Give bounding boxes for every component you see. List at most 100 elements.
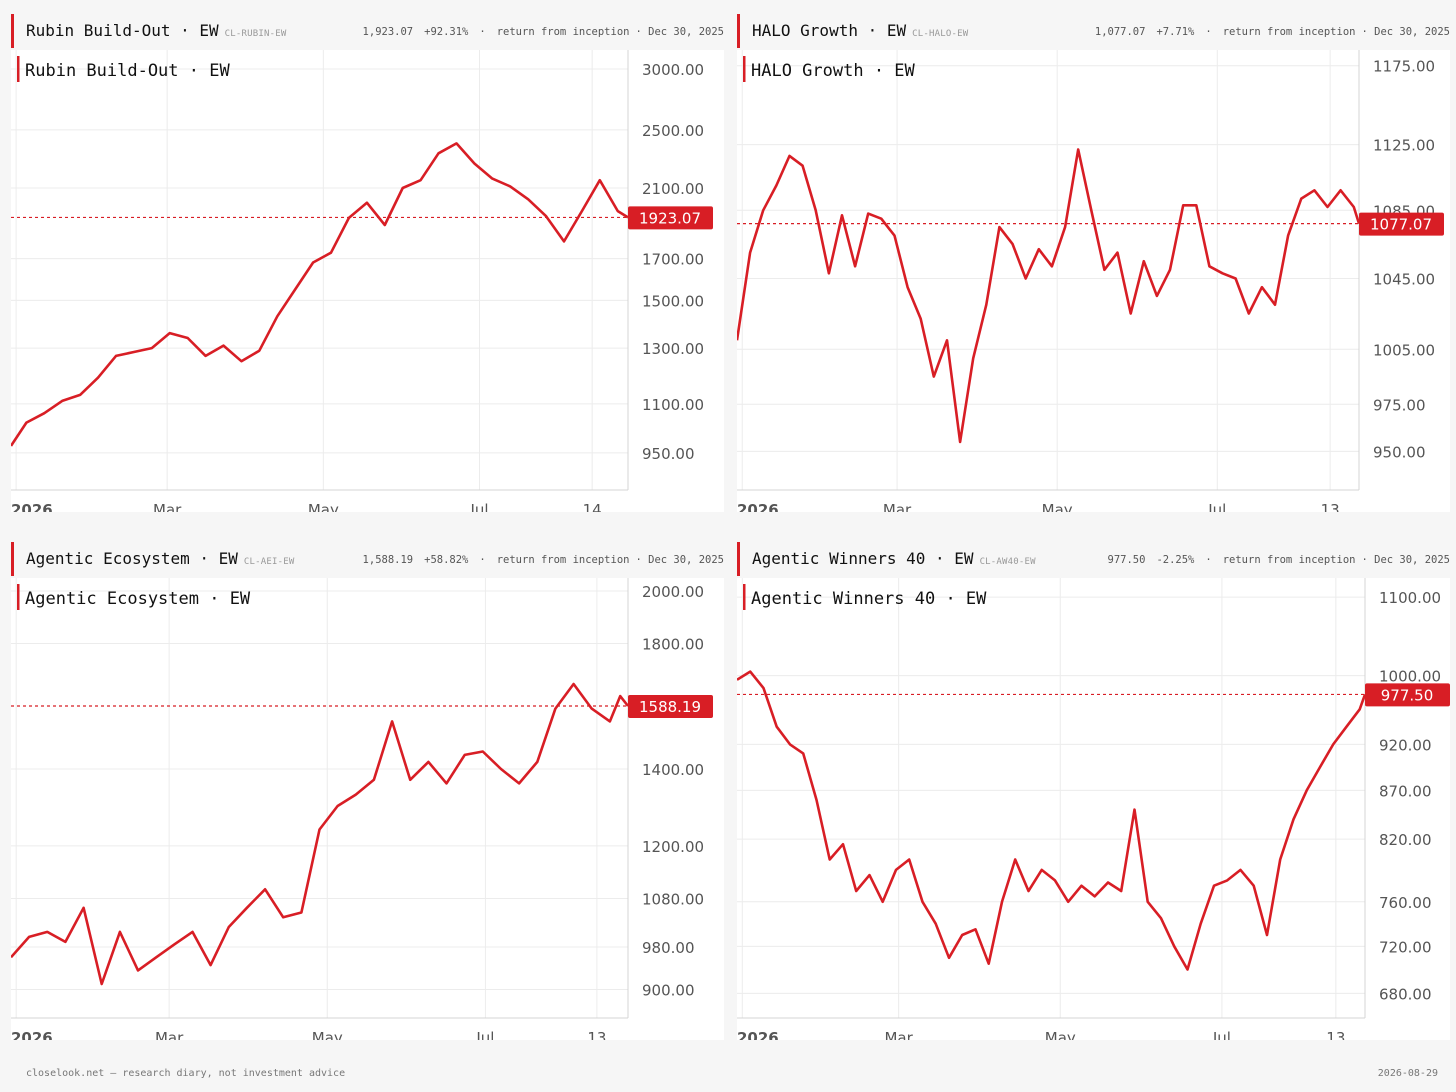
ticker-code: CL-HALO-EW	[912, 29, 969, 39]
inception-date: · Dec 30, 2025	[635, 26, 724, 38]
y-tick-label: 760.00	[1379, 894, 1432, 912]
y-tick-label: 820.00	[1379, 831, 1432, 849]
plot-background	[737, 50, 1450, 512]
chart-area: 1100.00 1000.00 920.00 870.00 820.00 760.00 72…	[737, 578, 1450, 1040]
x-tick-label: Jul	[1207, 501, 1226, 512]
current-value: 977.50	[1107, 554, 1146, 566]
panel-title-text: HALO Growth · EW	[752, 21, 907, 40]
y-tick-label: 1100.00	[1379, 589, 1441, 607]
y-tick-label: 1200.00	[642, 838, 704, 856]
y-tick-label: 3000.00	[642, 61, 704, 79]
x-tick-label: 13	[1321, 501, 1340, 512]
panel-header: Agentic Ecosystem · EW CL-AEI-EW 1,588.19…	[11, 540, 724, 578]
return-desc: return from inception	[496, 26, 630, 38]
chart-area: 2000.00 1800.00 1400.00 1200.00 1080.00 980.0…	[11, 578, 724, 1040]
x-tick-label: 2026	[11, 1029, 53, 1040]
current-value: 1,077.07	[1094, 26, 1146, 38]
x-tick-label: 14	[583, 501, 602, 512]
panel-title: Agentic Winners 40 · EW CL-AW40-EW	[752, 549, 1036, 568]
x-tick-label: May	[1042, 501, 1073, 512]
return-desc: return from inception	[1222, 554, 1356, 566]
ticker-code: CL-RUBIN-EW	[224, 29, 287, 39]
x-tick-label: Mar	[155, 1029, 184, 1040]
y-tick-label: 950.00	[642, 445, 695, 463]
panel-title: HALO Growth · EW CL-HALO-EW	[752, 21, 968, 40]
x-tick-label: 2026	[11, 501, 53, 512]
chart-title-accent	[743, 56, 746, 82]
y-tick-label: 680.00	[1379, 985, 1432, 1003]
y-tick-label: 1100.00	[642, 396, 704, 414]
y-tick-label: 900.00	[642, 981, 695, 999]
plot-background	[11, 50, 724, 512]
x-tick-label: Jul	[469, 501, 488, 512]
last-value-tag	[1365, 683, 1450, 707]
current-value: 1,923.07	[362, 26, 414, 38]
return-pct: -2.25%	[1156, 554, 1195, 566]
last-value-tag	[1359, 212, 1444, 236]
chart-area: 1175.00 1125.00 1085.00 1045.00 1005.00 975.0…	[737, 50, 1450, 512]
panel-title-text: Rubin Build-Out · EW	[26, 21, 219, 40]
footer-date: 2026-08-29	[1377, 1068, 1438, 1079]
x-tick-label: May	[312, 1029, 343, 1040]
accent-bar	[737, 14, 740, 48]
series-line	[11, 682, 630, 986]
series-line	[11, 142, 629, 447]
y-tick-label: 720.00	[1379, 938, 1432, 956]
y-tick-label: 1175.00	[1373, 58, 1435, 76]
last-value-label: 977.50	[1381, 686, 1434, 704]
x-tick-label: 2026	[737, 501, 779, 512]
y-tick-label: 1800.00	[642, 636, 704, 654]
y-tick-label: 1125.00	[1373, 137, 1435, 155]
panel-header: Agentic Winners 40 · EW CL-AW40-EW 977.50…	[737, 540, 1450, 578]
line-chart-svg: 1175.001125.001085.001045.001005.00975.0…	[737, 50, 1450, 512]
y-tick-label: 920.00	[1379, 736, 1432, 754]
chart-title: Agentic Winners 40 · EW	[751, 589, 987, 609]
return-desc: return from inception	[1222, 26, 1356, 38]
panel-header: HALO Growth · EW CL-HALO-EW 1,077.07 +7.71…	[737, 12, 1450, 50]
panel-stats: 1,588.19 +58.82% · return from inception · D…	[352, 554, 724, 566]
chart-panel-agentic-ecosystem: Agentic Ecosystem · EW CL-AEI-EW 1,588.19…	[11, 540, 724, 1040]
x-tick-label: Jul	[1212, 1029, 1231, 1040]
ticker-code: CL-AW40-EW	[979, 557, 1036, 567]
separator: ·	[1205, 26, 1212, 38]
y-tick-label: 2500.00	[642, 122, 704, 140]
chart-area: 3000.00 2500.00 2100.00 1700.00 1500.00 1300.…	[11, 50, 724, 512]
return-pct: +92.31%	[424, 26, 469, 38]
y-tick-label: 1080.00	[642, 890, 704, 908]
last-value-label: 1923.07	[639, 209, 701, 227]
x-tick-label: 2026	[737, 1029, 779, 1040]
separator: ·	[479, 554, 486, 566]
x-tick-label: Mar	[883, 501, 912, 512]
panel-stats: 977.50 -2.25% · return from inception · Dec …	[1097, 554, 1450, 566]
last-value-label: 1588.19	[639, 698, 701, 716]
accent-bar	[737, 542, 740, 576]
y-tick-label: 1000.00	[1379, 668, 1441, 686]
x-tick-label: Jul	[475, 1029, 494, 1040]
inception-date: · Dec 30, 2025	[1361, 554, 1450, 566]
line-chart-svg: 1100.00 1000.00 920.00 870.00 820.00 760.00 72…	[737, 578, 1450, 1040]
y-tick-label: 1300.00	[642, 340, 704, 358]
chart-title: Rubin Build-Out · EW	[25, 61, 230, 81]
separator: ·	[479, 26, 486, 38]
line-chart-svg: 3000.00 2500.00 2100.00 1700.00 1500.00 1300.…	[11, 50, 724, 512]
panel-stats: 1,077.07 +7.71% · return from inception · De…	[1084, 26, 1450, 38]
y-tick-label: 975.00	[1373, 396, 1426, 414]
y-tick-label: 1500.00	[642, 292, 704, 310]
y-tick-label: 870.00	[1379, 782, 1432, 800]
chart-title: HALO Growth · EW	[751, 61, 916, 81]
chart-title: Agentic Ecosystem · EW	[25, 589, 251, 609]
y-tick-label: 1400.00	[642, 761, 704, 779]
series-line	[737, 670, 1367, 971]
x-tick-label: 13	[1326, 1029, 1345, 1040]
x-tick-label: May	[1045, 1029, 1076, 1040]
accent-bar	[11, 14, 14, 48]
x-tick-label: May	[308, 501, 339, 512]
inception-date: · Dec 30, 2025	[1361, 26, 1450, 38]
return-desc: return from inception	[496, 554, 630, 566]
ticker-code: CL-AEI-EW	[243, 557, 295, 567]
series-line	[737, 148, 1361, 444]
chart-panel-agentic-winners: Agentic Winners 40 · EW CL-AW40-EW 977.50…	[737, 540, 1450, 1040]
chart-panel-rubin: Rubin Build-Out · EW CL-RUBIN-EW 1,923.07…	[11, 12, 724, 512]
line-chart-svg: 2000.00 1800.00 1400.00 1200.00 1080.00 980.0…	[11, 578, 724, 1040]
last-value-tag	[628, 695, 713, 719]
